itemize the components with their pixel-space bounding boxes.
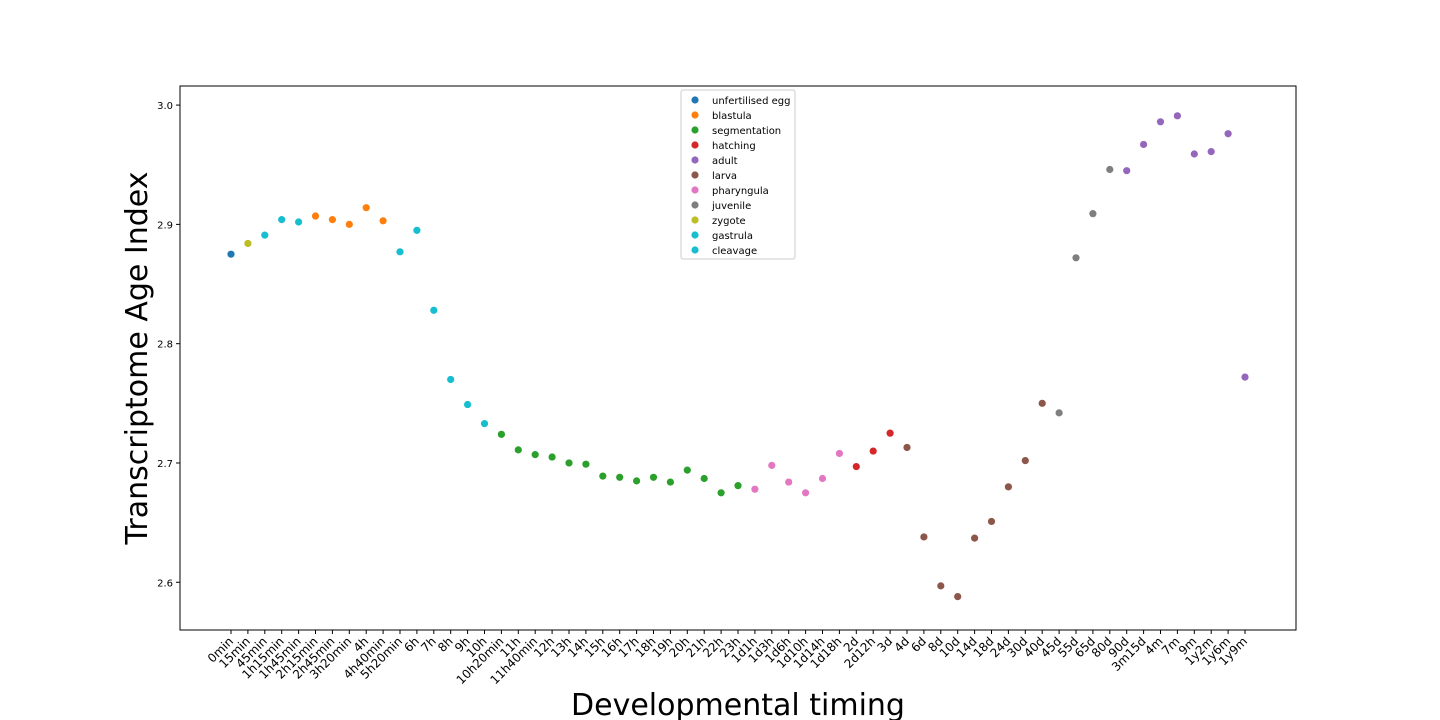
- data-point: [396, 248, 404, 256]
- data-point: [565, 459, 573, 467]
- data-point: [954, 592, 962, 601]
- y-axis: 2.6 2.7 2.8 2.9 3.0: [157, 101, 180, 589]
- data-point: [599, 472, 607, 480]
- data-point: [531, 451, 539, 459]
- data-point: [802, 489, 810, 497]
- legend-entry: hatching: [712, 141, 756, 152]
- data-point: [751, 485, 759, 493]
- data-point: [261, 231, 269, 239]
- y-tick-label: 2.7: [157, 459, 173, 470]
- x-axis: 0min15min45min1h15min1h45min2h15min2h45m…: [205, 630, 1250, 687]
- y-tick-label: 3.0: [157, 101, 173, 112]
- data-point: [1021, 456, 1029, 465]
- legend-entry: segmentation: [712, 126, 781, 137]
- data-point: [244, 239, 252, 248]
- legend-marker: [691, 126, 699, 134]
- data-point: [987, 517, 996, 526]
- data-point: [818, 474, 827, 483]
- legend-marker: [691, 156, 699, 164]
- data-point: [886, 429, 894, 437]
- data-point: [548, 453, 556, 461]
- data-point: [920, 533, 928, 541]
- legend-marker: [691, 246, 699, 254]
- data-point: [582, 460, 590, 468]
- legend-entry: gastrula: [712, 231, 753, 242]
- legend-marker: [691, 216, 699, 224]
- y-axis-label: Transcriptome Age Index: [120, 172, 155, 546]
- data-point: [413, 226, 421, 234]
- legend-marker: [691, 141, 699, 149]
- data-point: [785, 478, 793, 486]
- legend-entry: larva: [712, 171, 737, 182]
- data-point: [1055, 409, 1063, 417]
- data-point: [1004, 483, 1013, 491]
- data-point: [430, 306, 438, 314]
- data-point: [768, 461, 776, 469]
- legend-entry: adult: [712, 156, 738, 167]
- data-point: [700, 474, 708, 483]
- x-axis-label: Developmental timing: [571, 688, 905, 720]
- data-point: [464, 400, 472, 409]
- data-point: [1190, 150, 1198, 158]
- data-point: [1241, 373, 1249, 381]
- data-point: [362, 204, 370, 212]
- data-point: [379, 217, 387, 225]
- legend-marker: [691, 231, 699, 239]
- data-point: [1140, 140, 1148, 149]
- y-tick-label: 2.8: [157, 340, 173, 351]
- legend-box: [680, 89, 796, 260]
- data-point: [328, 216, 336, 224]
- data-point: [295, 218, 303, 226]
- data-point: [514, 446, 522, 454]
- data-point: [633, 477, 641, 485]
- data-point: [1156, 118, 1165, 126]
- data-point: [649, 473, 658, 481]
- data-point: [278, 216, 286, 224]
- data-point: [666, 478, 675, 486]
- data-point: [1173, 112, 1181, 120]
- data-point: [683, 466, 691, 474]
- data-point: [345, 220, 353, 228]
- data-point: [1072, 254, 1080, 262]
- data-point: [971, 534, 979, 542]
- data-point: [497, 430, 505, 438]
- legend-marker: [691, 201, 699, 209]
- data-point: [869, 447, 877, 455]
- y-tick-label: 2.6: [157, 578, 173, 589]
- data-point: [1106, 165, 1114, 174]
- y-tick-label: 2.9: [157, 220, 173, 231]
- plot-marks: [227, 112, 1249, 601]
- data-point: [1123, 167, 1131, 175]
- data-point: [717, 489, 725, 497]
- legend-marker: [691, 186, 699, 194]
- data-point: [616, 473, 624, 481]
- data-point: [903, 443, 911, 452]
- data-point: [1038, 399, 1046, 407]
- legend-entry: juvenile: [711, 201, 751, 212]
- data-point: [480, 420, 489, 428]
- legend-entry: zygote: [712, 216, 746, 227]
- legend-entry: unfertilised egg: [712, 96, 790, 107]
- legend-entry: blastula: [712, 111, 752, 122]
- data-point: [734, 482, 742, 490]
- data-point: [852, 462, 860, 471]
- data-point: [311, 212, 320, 220]
- data-point: [447, 375, 455, 384]
- legend-entry: pharyngula: [712, 186, 769, 197]
- legend-marker: [691, 111, 699, 119]
- data-point: [227, 250, 235, 258]
- legend-entry: cleavage: [712, 246, 757, 257]
- data-point: [835, 449, 844, 458]
- data-point: [937, 582, 945, 590]
- data-point: [1224, 130, 1232, 138]
- legend-marker: [691, 96, 699, 104]
- data-point: [1207, 148, 1215, 156]
- legend: unfertilised egg blastula segmentation hatc…: [680, 89, 796, 260]
- data-point: [1089, 210, 1097, 218]
- legend-marker: [691, 171, 699, 179]
